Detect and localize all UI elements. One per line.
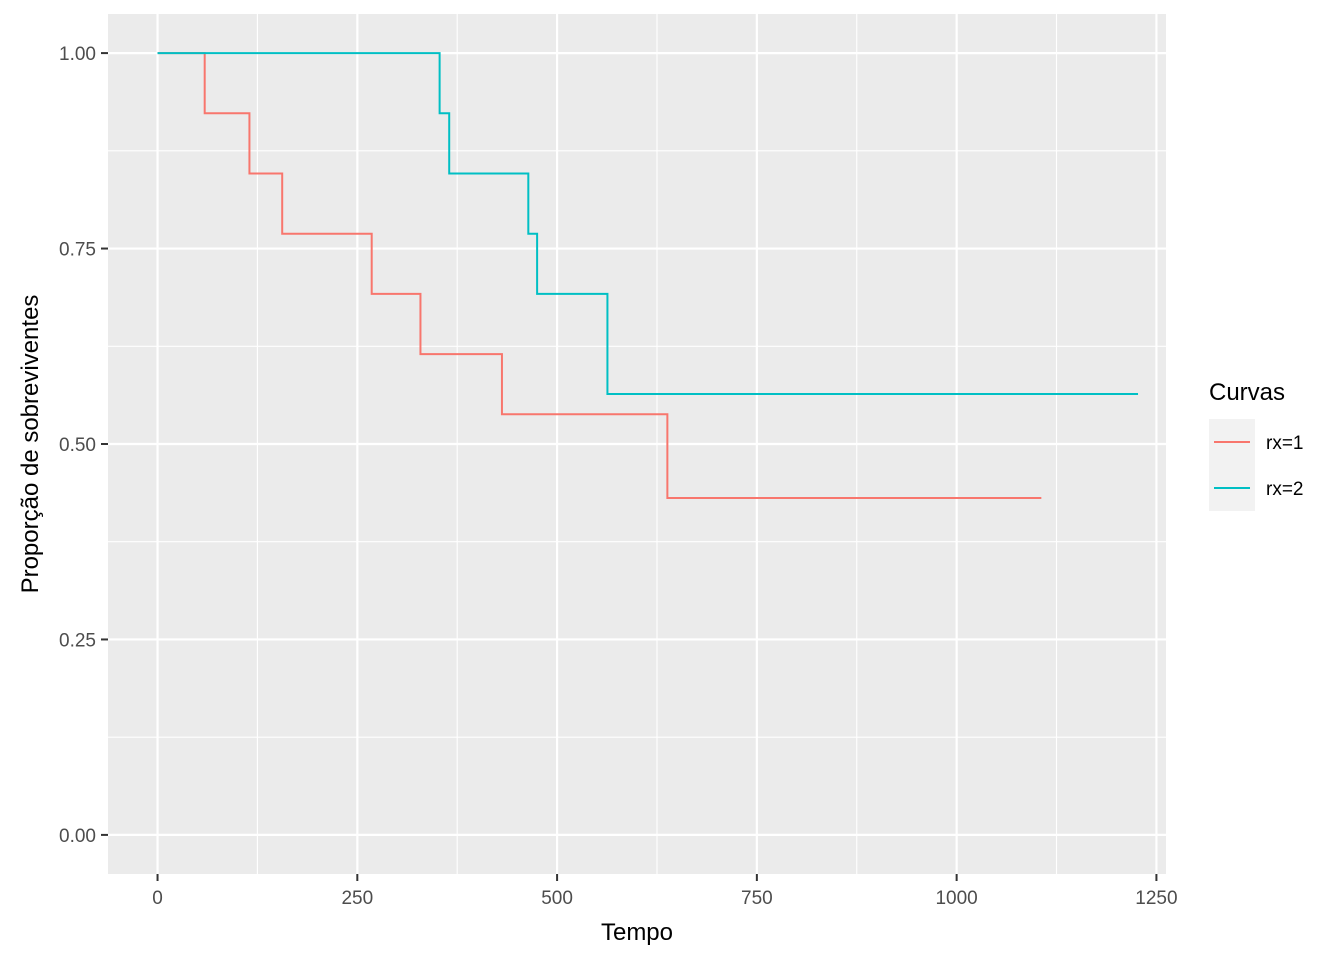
- x-axis: 0 250 500 750 1000 1250: [152, 874, 1178, 909]
- legend-label-2: rx=2: [1266, 479, 1304, 500]
- x-tick-label: 0: [152, 888, 163, 909]
- legend-keys: rx=1 rx=2: [1209, 419, 1304, 511]
- y-axis-title: Proporção de sobreviventes: [17, 295, 44, 594]
- y-tick-label: 1.00: [59, 44, 96, 65]
- y-tick-label: 0.50: [59, 435, 96, 456]
- x-axis-title: Tempo: [601, 919, 673, 946]
- series-layer: [157, 52, 1139, 499]
- grid-major: [108, 14, 1166, 874]
- x-tick-label: 750: [741, 888, 773, 909]
- y-tick-label: 0.00: [59, 826, 96, 847]
- y-tick-label: 0.75: [59, 240, 96, 261]
- x-tick-label: 500: [541, 888, 573, 909]
- x-tick-label: 1250: [1135, 888, 1177, 909]
- legend-title: Curvas: [1209, 379, 1285, 406]
- y-axis: 0.00 0.25 0.50 0.75 1.00: [59, 44, 108, 847]
- series-line-1: [157, 52, 1042, 499]
- x-tick-label: 250: [341, 888, 373, 909]
- series-line-2: [157, 52, 1139, 395]
- legend: Curvas rx=1 rx=2: [1209, 379, 1304, 511]
- y-tick-label: 0.25: [59, 630, 96, 651]
- x-tick-label: 1000: [935, 888, 977, 909]
- legend-label-1: rx=1: [1266, 433, 1304, 454]
